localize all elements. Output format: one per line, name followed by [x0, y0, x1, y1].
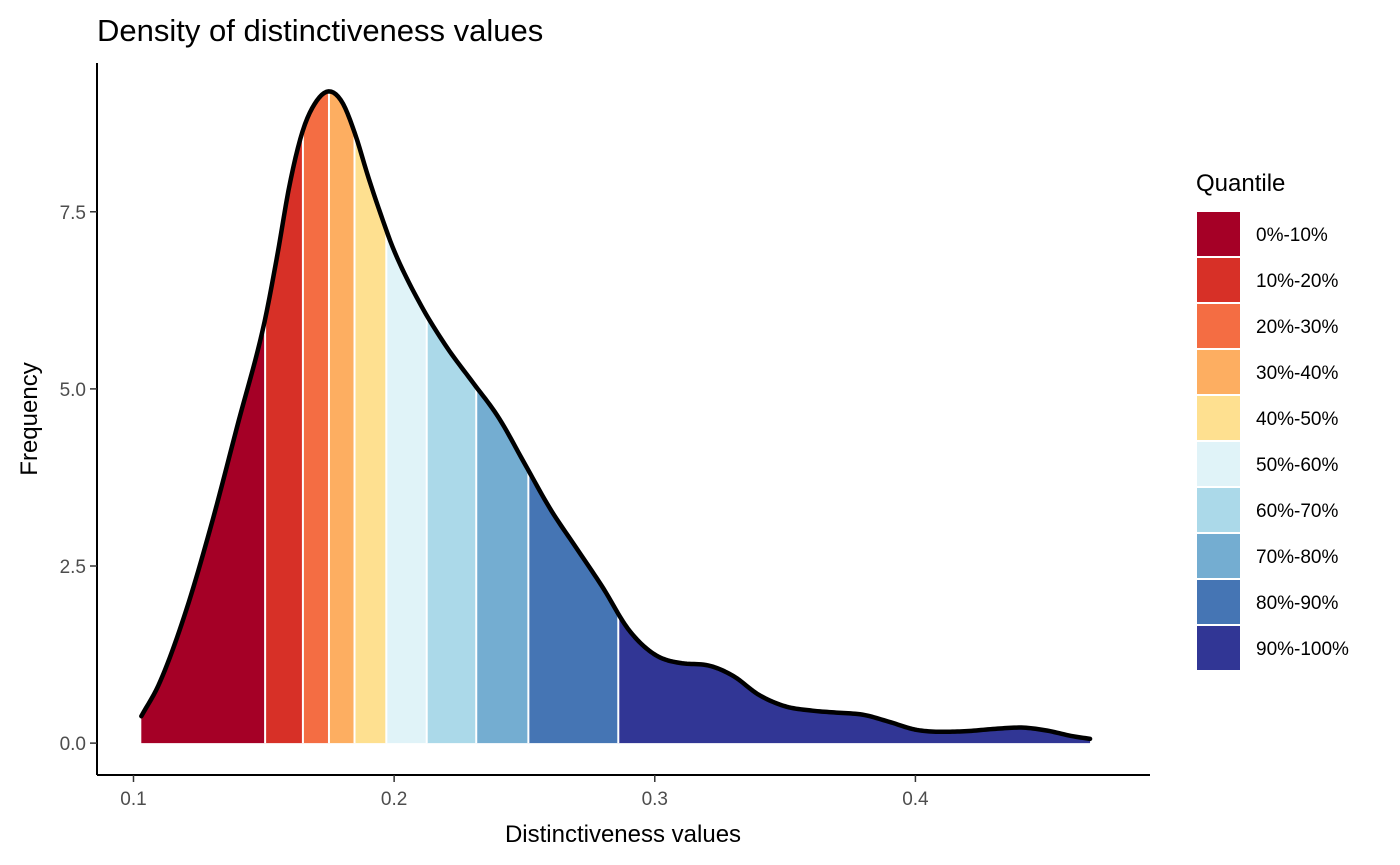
quantile-segment-8 — [476, 387, 529, 744]
x-tick-label: 0.4 — [902, 789, 929, 810]
legend-label-4: 30%-40% — [1256, 363, 1338, 384]
quantile-segment-4 — [328, 91, 355, 744]
legend-label-2: 10%-20% — [1256, 271, 1338, 292]
density-curve-line — [139, 89, 1093, 742]
legend-label-3: 20%-30% — [1256, 317, 1338, 338]
legend-label-8: 70%-80% — [1256, 547, 1338, 568]
legend-label-10: 90%-100% — [1256, 639, 1349, 660]
legend-key-8 — [1197, 534, 1240, 578]
legend-key-6 — [1197, 442, 1240, 486]
quantile-segment-9 — [528, 470, 619, 744]
quantile-segment-3 — [302, 91, 329, 744]
x-axis-title: Distinctiveness values — [505, 821, 741, 848]
quantile-segment-6 — [386, 230, 427, 744]
x-tick-label: 0.2 — [381, 789, 407, 810]
x-axis-ticks: 0.1 0.2 0.3 0.4 — [120, 775, 929, 810]
legend-title: Quantile — [1196, 170, 1285, 197]
y-tick-label: 0.0 — [60, 734, 86, 755]
plot-area — [139, 89, 1093, 744]
legend-label-7: 60%-70% — [1256, 501, 1338, 522]
chart-title: Density of distinctiveness values — [97, 13, 543, 48]
legend-items: 0%-10% 10%-20% 20%-30% 30%-40% 40%-50% 50%-60… — [1197, 212, 1349, 670]
legend-key-3 — [1197, 304, 1240, 348]
x-tick-label: 0.3 — [642, 789, 668, 810]
y-tick-label: 2.5 — [60, 557, 86, 578]
x-tick-label: 0.1 — [120, 789, 146, 810]
legend-label-1: 0%-10% — [1256, 225, 1328, 246]
y-tick-label: 7.5 — [60, 203, 86, 224]
legend-key-9 — [1197, 580, 1240, 624]
quantile-segment-1 — [141, 319, 266, 744]
quantile-segment-2 — [265, 130, 303, 744]
quantile-segment-7 — [426, 315, 477, 744]
y-axis-title: Frequency — [16, 362, 43, 475]
legend-key-4 — [1197, 350, 1240, 394]
legend-label-6: 50%-60% — [1256, 455, 1338, 476]
y-axis-ticks: 0.0 2.5 5.0 7.5 — [60, 203, 97, 755]
legend-label-5: 40%-50% — [1256, 409, 1338, 430]
legend: Quantile 0%-10% 10%-20% 20%-30% 30%-40% 40%-… — [1196, 170, 1349, 670]
quantile-separators — [264, 91, 620, 744]
legend-key-5 — [1197, 396, 1240, 440]
legend-key-10 — [1197, 626, 1240, 670]
quantile-segments — [141, 91, 1091, 744]
legend-key-7 — [1197, 488, 1240, 532]
quantile-segment-5 — [354, 132, 387, 744]
axes: 0.1 0.2 0.3 0.4 0.0 2.5 5.0 7.5 — [60, 63, 1150, 810]
quantile-segment-10 — [618, 613, 1091, 744]
legend-label-9: 80%-90% — [1256, 593, 1338, 614]
legend-key-2 — [1197, 258, 1240, 302]
legend-key-1 — [1197, 212, 1240, 256]
y-tick-label: 5.0 — [60, 380, 86, 401]
